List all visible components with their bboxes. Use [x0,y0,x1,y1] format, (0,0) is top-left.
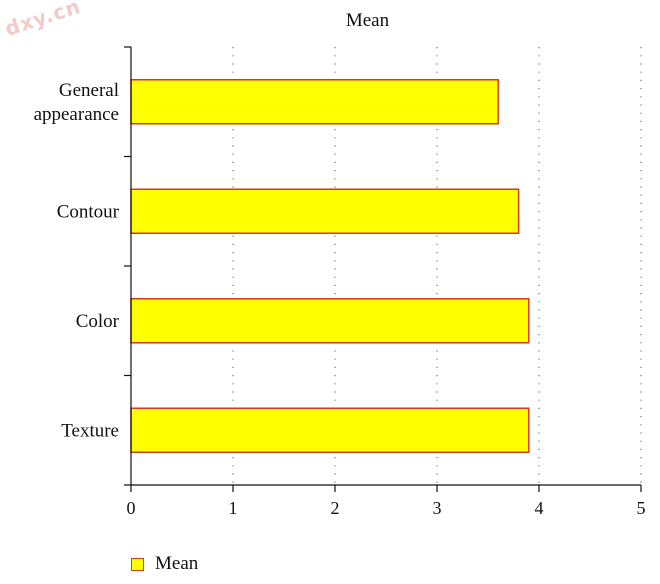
x-tick-label: 5 [637,498,646,518]
legend-label: Mean [155,553,199,574]
y-category-label: Color [76,311,120,332]
y-category-label: Contour [57,201,120,222]
bar [130,188,520,234]
x-tick-label: 1 [229,498,238,518]
x-tick-label: 4 [535,498,544,518]
legend: Mean [131,553,198,575]
x-tick-label: 3 [433,498,442,518]
bar [130,79,499,125]
legend-swatch [131,557,144,571]
bar [130,298,530,344]
x-tick-label: 0 [127,498,136,518]
y-category-label: Texture [61,420,119,441]
x-tick-label: 2 [331,498,340,518]
y-category-label: General appearance [34,80,119,125]
chart-title: Mean [345,10,390,31]
bar [130,407,530,453]
